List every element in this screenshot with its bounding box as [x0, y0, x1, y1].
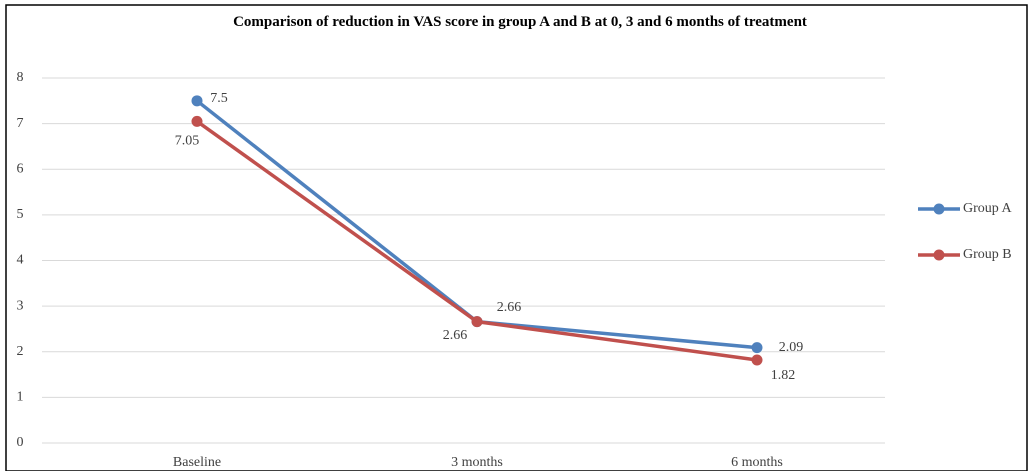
data-label: 7.5: [210, 91, 228, 106]
y-tick-label: 1: [17, 390, 24, 405]
x-tick-label: 3 months: [451, 455, 503, 470]
data-point: [191, 115, 203, 127]
y-tick-label: 4: [17, 253, 24, 268]
y-tick-label: 8: [17, 70, 24, 85]
y-tick-label: 7: [17, 116, 24, 131]
legend-label: Group A: [963, 201, 1013, 216]
data-label: 2.66: [497, 300, 522, 315]
series-line: [195, 99, 758, 350]
data-label: 1.82: [771, 368, 796, 383]
data-point: [751, 342, 763, 354]
legend-label: Group B: [963, 247, 1012, 262]
y-tick-label: 6: [17, 161, 24, 176]
y-tick-label: 3: [17, 298, 24, 313]
data-point: [751, 354, 763, 366]
data-point: [471, 316, 483, 328]
chart-title: Comparison of reduction in VAS score in …: [233, 14, 807, 30]
frame: [5, 4, 1028, 471]
data-point: [191, 95, 203, 107]
legend-marker: [933, 249, 945, 261]
x-tick-label: 6 months: [731, 455, 783, 470]
y-tick-label: 5: [17, 207, 24, 222]
y-tick-label: 0: [17, 435, 24, 450]
data-label: 2.09: [779, 340, 804, 355]
data-label: 2.66: [443, 328, 468, 343]
legend-marker: [933, 203, 945, 215]
data-label: 7.05: [175, 134, 200, 149]
x-tick-label: Baseline: [173, 455, 221, 470]
y-tick-label: 2: [17, 344, 24, 359]
